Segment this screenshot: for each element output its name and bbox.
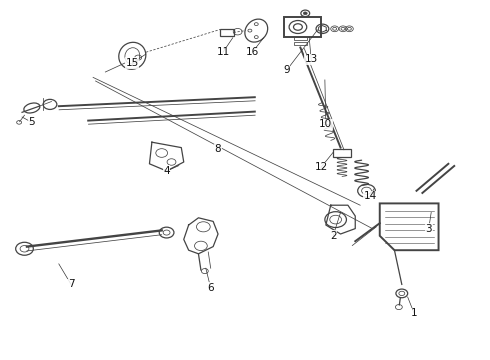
Text: 12: 12: [314, 162, 328, 172]
Bar: [220, 29, 234, 36]
Text: 3: 3: [425, 224, 432, 234]
Text: 9: 9: [283, 65, 290, 75]
Text: 15: 15: [125, 58, 139, 68]
Text: 13: 13: [304, 54, 318, 64]
Circle shape: [303, 12, 307, 15]
Text: 1: 1: [411, 308, 417, 318]
Text: 8: 8: [215, 144, 221, 154]
Text: 6: 6: [207, 283, 214, 293]
Text: 5: 5: [28, 117, 35, 127]
Text: 14: 14: [363, 191, 377, 201]
Bar: [294, 37, 307, 40]
Text: 4: 4: [163, 166, 170, 176]
Text: 11: 11: [216, 47, 230, 57]
Bar: [294, 42, 307, 45]
Text: 7: 7: [68, 279, 74, 289]
Text: 10: 10: [319, 119, 332, 129]
Text: 16: 16: [245, 47, 259, 57]
Text: 2: 2: [330, 231, 337, 241]
Bar: [284, 17, 321, 37]
Bar: [333, 149, 351, 157]
